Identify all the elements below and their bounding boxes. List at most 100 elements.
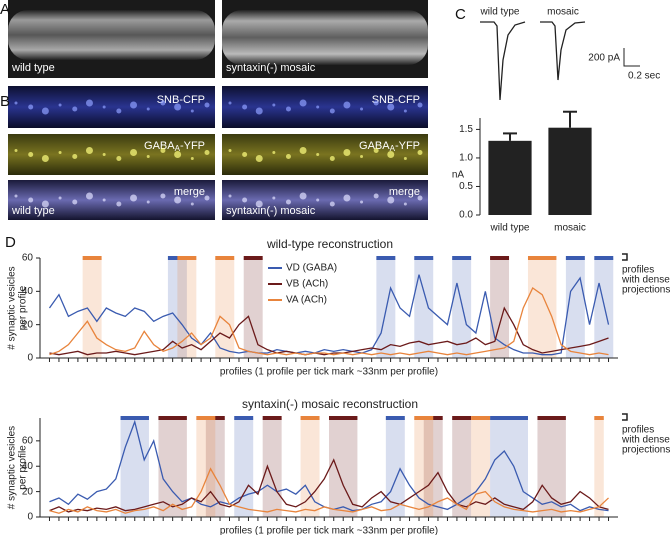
dense-projection-marker (120, 416, 149, 420)
panel-label: D (5, 234, 16, 251)
punctum (387, 103, 395, 111)
dense-projection-shade (158, 418, 187, 517)
punctum (41, 107, 49, 115)
bracket (622, 413, 628, 421)
dense-projection-marker (177, 256, 197, 260)
y-tick-label: 0.5 (459, 181, 473, 192)
dense-projection-shade (490, 418, 528, 517)
punctum (272, 151, 276, 154)
series-line (49, 467, 609, 514)
worm-image (222, 10, 428, 65)
punctum (116, 201, 122, 207)
dense-projection-shade (490, 258, 510, 358)
dense-projection-marker (452, 256, 472, 260)
punctum (285, 154, 291, 159)
dense-projection-marker (490, 256, 510, 260)
bracket (622, 253, 628, 261)
punctum (28, 197, 34, 203)
annotation: with dense (621, 275, 670, 286)
dense-projection-shade (234, 418, 254, 517)
punctum (228, 101, 232, 105)
panel-label: C (455, 6, 466, 23)
dense-projection-marker (300, 416, 320, 420)
x-axis-label: profiles (1 profile per tick mark ~33nm … (220, 526, 438, 535)
dense-projection-shade (196, 418, 216, 517)
series-line (49, 287, 609, 356)
punctum (285, 106, 291, 112)
punctum (417, 195, 423, 201)
image-caption: wild type (11, 205, 55, 217)
micrograph (222, 86, 428, 128)
scale-label: 200 pA (588, 53, 620, 64)
punctum (102, 153, 106, 156)
dense-projection-shade (385, 418, 405, 517)
punctum (190, 202, 194, 206)
dense-projection-marker (452, 416, 472, 420)
image-caption: GABAA-YFP (144, 140, 205, 153)
punctum (343, 194, 351, 202)
caption-part: GABA (359, 140, 390, 152)
punctum (387, 196, 395, 204)
annotation: projections (622, 445, 670, 456)
punctum (360, 200, 364, 204)
punctum (373, 193, 379, 199)
punctum (373, 148, 379, 153)
punctum (299, 192, 307, 200)
chart-title: syntaxin(-) mosaic reconstruction (242, 397, 418, 411)
punctum (130, 149, 138, 156)
punctum (160, 193, 166, 199)
punctum (102, 198, 106, 202)
punctum (130, 101, 138, 109)
dense-projection-marker (234, 416, 254, 420)
y-tick-label: 20 (22, 319, 34, 330)
punctum (58, 103, 62, 107)
image-caption: merge (389, 186, 420, 198)
dense-projection-marker (565, 256, 585, 260)
dense-projection-marker (594, 416, 604, 420)
punctum (329, 108, 335, 114)
dense-projection-marker (490, 416, 528, 420)
caption-part: -YFP (395, 140, 420, 152)
punctum (14, 101, 18, 105)
punctum (58, 151, 62, 154)
punctum (85, 99, 93, 107)
punctum (146, 200, 150, 204)
legend-label: VB (ACh) (286, 279, 328, 290)
image-caption: SNB-CFP (372, 94, 420, 106)
dense-projection-marker (385, 416, 405, 420)
y-axis-label: nA (452, 170, 465, 181)
punctum (72, 106, 78, 112)
punctum (272, 103, 276, 107)
punctum (102, 105, 106, 109)
dense-projection-marker (196, 416, 216, 420)
y-tick-label: 60 (22, 435, 34, 446)
y-tick-label: 0.0 (459, 210, 473, 221)
punctum (228, 149, 232, 152)
y-tick-label: 60 (22, 253, 34, 264)
punctum (360, 107, 364, 111)
dense-projection-marker (414, 416, 434, 420)
scale-bar (623, 48, 640, 67)
dense-projection-marker (537, 416, 566, 420)
bar (488, 140, 532, 215)
punctum (373, 100, 379, 106)
punctum (160, 148, 166, 153)
punctum (146, 107, 150, 111)
punctum (316, 153, 320, 156)
punctum (41, 155, 49, 162)
punctum (28, 104, 34, 110)
trace-label: mosaic (547, 7, 579, 18)
punctum (403, 202, 407, 206)
punctum (242, 152, 248, 157)
punctum (146, 155, 150, 158)
caption-part: A (175, 144, 181, 153)
dense-projection-marker (594, 256, 614, 260)
dense-projection-marker (82, 256, 102, 260)
punctum (343, 149, 351, 156)
punctum (228, 194, 232, 198)
punctum (255, 200, 263, 208)
punctum (316, 105, 320, 109)
dense-projection-marker (243, 256, 263, 260)
y-tick-label: 40 (22, 286, 34, 297)
x-tick-label: wild type (490, 223, 530, 234)
